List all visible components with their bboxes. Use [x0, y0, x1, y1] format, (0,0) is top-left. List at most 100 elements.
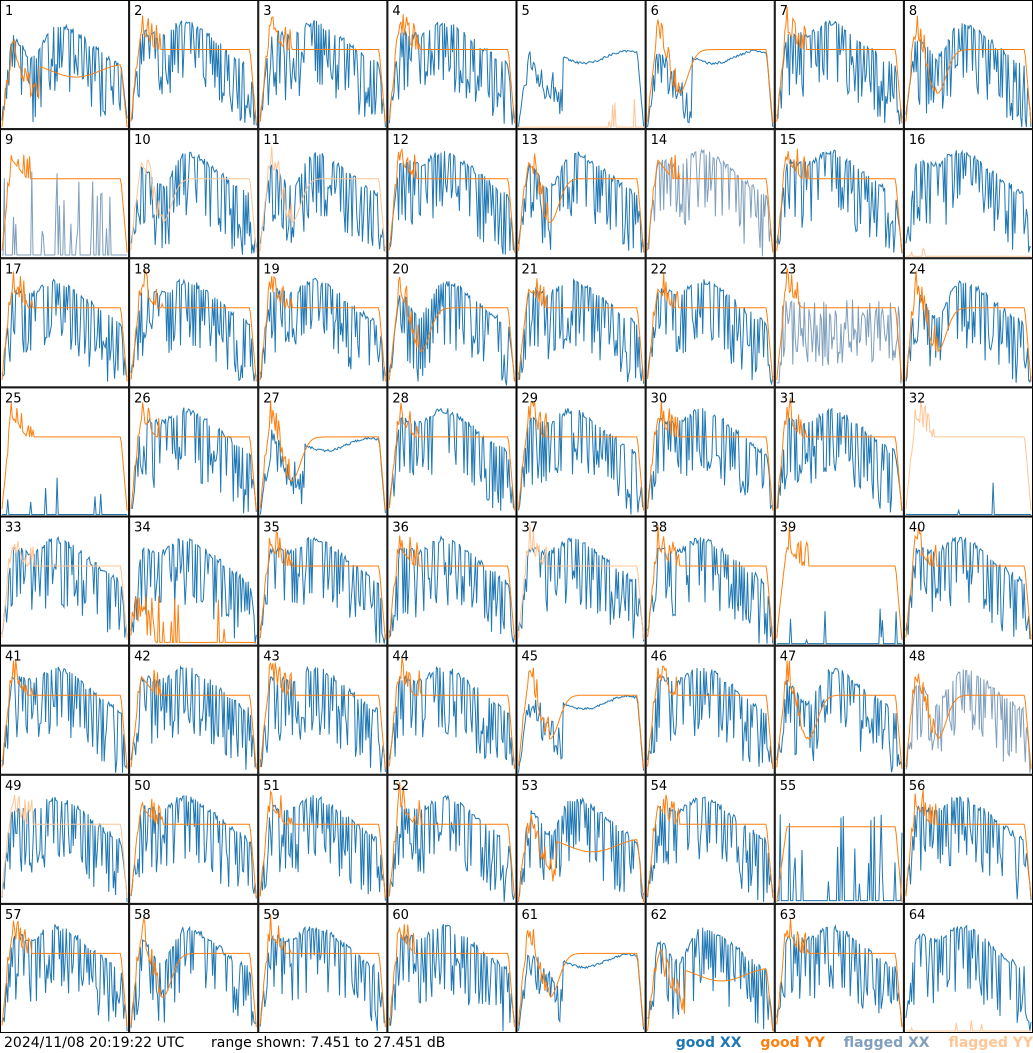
- panel-43-yy-line: [259, 662, 386, 769]
- panel-41: 41: [0, 645, 130, 775]
- panel-27: 27: [258, 387, 388, 517]
- panel-label: 5: [522, 4, 530, 19]
- panel-25: 25: [0, 387, 130, 517]
- panel-label: 45: [522, 650, 539, 665]
- panel-15: 15: [774, 129, 904, 259]
- panel-50-xx-line: [130, 795, 257, 899]
- panel-label: 11: [263, 133, 280, 148]
- panel-32: 32: [903, 387, 1033, 517]
- panel-26: 26: [129, 387, 259, 517]
- panel-36-xx-line: [388, 535, 515, 643]
- panel-frame: [774, 774, 904, 904]
- panel-40: 40: [903, 516, 1033, 646]
- panel-label: 22: [651, 262, 668, 277]
- panel-frame: [903, 645, 1033, 775]
- panel-frame: [387, 387, 517, 517]
- panel-19-xx-line: [259, 277, 386, 382]
- panel-52-xx-line: [388, 794, 515, 902]
- panel-7: 7: [774, 0, 904, 130]
- panel-frame: [774, 258, 904, 388]
- panel-38-yy-line: [647, 525, 774, 640]
- panel-5: 5: [516, 0, 646, 130]
- panel-3: 3: [258, 0, 388, 130]
- panel-15-xx-line: [776, 149, 903, 254]
- panel-13-xx-line: [518, 151, 645, 253]
- panel-45: 45: [516, 645, 646, 775]
- panel-label: 14: [651, 133, 668, 148]
- panel-label: 58: [134, 908, 151, 923]
- panel-38: 38: [645, 516, 775, 646]
- panel-frame: [0, 645, 130, 775]
- panel-28-yy-line: [388, 402, 515, 511]
- panel-51-yy-line: [259, 789, 386, 899]
- panel-11-xx-line: [259, 152, 386, 252]
- panel-frame: [516, 645, 646, 775]
- panel-24-yy-line: [905, 271, 1032, 382]
- panel-27-xx-line: [259, 429, 386, 515]
- panel-30: 30: [645, 387, 775, 517]
- panel-18-yy-line: [130, 269, 257, 382]
- panel-label: 37: [522, 521, 539, 536]
- panel-20-xx-line: [388, 281, 515, 386]
- panel-16: 16: [903, 129, 1033, 259]
- panel-label: 10: [134, 133, 151, 148]
- panel-label: 30: [651, 391, 668, 406]
- panel-20-yy-line: [388, 276, 515, 382]
- panel-6: 6: [645, 0, 775, 130]
- panel-32-xx-line: [905, 482, 1031, 515]
- panel-frame: [129, 129, 259, 259]
- panel-5-xx-line: [518, 49, 645, 128]
- panel-39-yy-line: [776, 526, 903, 640]
- panel-label: 23: [780, 262, 797, 277]
- panel-label: 9: [5, 133, 13, 148]
- panel-53-yy-line: [518, 815, 645, 902]
- panel-13: 13: [516, 129, 646, 259]
- panel-frame: [129, 903, 259, 1033]
- panel-54: 54: [645, 774, 775, 904]
- panel-frame: [129, 0, 259, 130]
- panel-9-xx-line: [2, 171, 128, 256]
- panel-62: 62: [645, 903, 775, 1033]
- panel-label: 3: [263, 4, 271, 19]
- panel-58: 58: [129, 903, 259, 1033]
- panel-64-yy-line: [905, 1020, 1031, 1032]
- panel-39: 39: [774, 516, 904, 646]
- panel-frame: [0, 387, 130, 517]
- panel-56: 56: [903, 774, 1033, 904]
- panel-label: 31: [780, 391, 797, 406]
- panel-frame: [774, 0, 904, 130]
- panel-frame: [258, 129, 388, 259]
- panel-23-yy-line: [776, 268, 903, 382]
- panel-33-yy-line: [1, 541, 128, 640]
- panel-25-yy-line: [1, 402, 128, 511]
- panel-label: 51: [263, 779, 280, 794]
- panel-29: 29: [516, 387, 646, 517]
- panel-label: 12: [392, 133, 409, 148]
- panel-56-xx-line: [905, 796, 1032, 900]
- panel-label: 38: [651, 521, 668, 536]
- panel-37-yy-line: [518, 524, 645, 640]
- panel-label: 62: [651, 908, 668, 923]
- panel-label: 34: [134, 521, 151, 536]
- panel-frame: [258, 774, 388, 904]
- panel-17: 17: [0, 258, 130, 388]
- panel-label: 46: [651, 650, 668, 665]
- panel-7-yy-line: [776, 6, 903, 124]
- panel-54-yy-line: [647, 794, 774, 899]
- panel-31-yy-line: [776, 397, 903, 511]
- panel-1-yy-line: [1, 38, 128, 128]
- panel-44-xx-line: [388, 666, 515, 768]
- panel-label: 36: [392, 521, 409, 536]
- panel-23: 23: [774, 258, 904, 388]
- panel-frame: [516, 0, 646, 130]
- panel-63-xx-line: [776, 924, 903, 1027]
- legend-flagged-yy: flagged YY: [948, 1035, 1033, 1051]
- panel-label: 47: [780, 650, 797, 665]
- panel-49: 49: [0, 774, 130, 904]
- panel-5-yy-line: [518, 99, 644, 128]
- panel-29-xx-line: [518, 408, 644, 515]
- panel-28-xx-line: [388, 407, 515, 511]
- panel-61-yy-line: [518, 929, 645, 1028]
- panel-label: 53: [522, 779, 539, 794]
